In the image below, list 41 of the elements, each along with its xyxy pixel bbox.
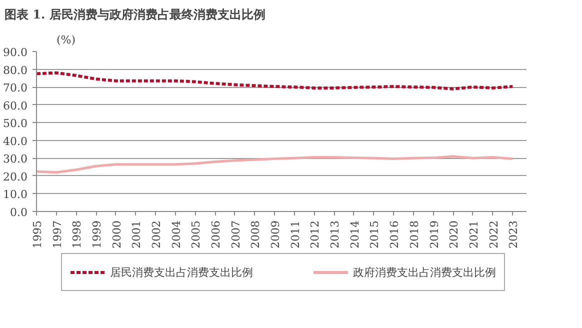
x-tick-label: 1997 [50, 220, 64, 248]
x-tick-label: 1998 [70, 220, 84, 248]
x-tick-label: 1999 [90, 220, 104, 248]
x-tick-label: 2001 [130, 220, 144, 248]
x-tick-label: 2012 [308, 220, 322, 248]
x-tick-label: 2022 [487, 220, 500, 248]
x-tick-label: 2016 [388, 220, 402, 248]
legend-label: 居民消费支出占消费支出比例 [110, 264, 253, 280]
x-tick-label: 2000 [110, 220, 124, 248]
x-tick-label: 2002 [150, 220, 164, 248]
y-tick-label: 10.0 [3, 188, 28, 202]
line-series [36, 155, 514, 174]
x-tick-label: 2014 [348, 220, 362, 248]
y-tick-label: 80.0 [3, 64, 28, 77]
x-tick-label: 2008 [249, 220, 262, 248]
line-series [36, 71, 514, 90]
chart-title: 图表 1. 居民消费与政府消费占最终消费支出比例 [4, 8, 266, 22]
y-tick-label: 90.0 [3, 46, 28, 59]
y-tick-label: 70.0 [3, 82, 28, 95]
x-tick-label: 2013 [328, 220, 342, 248]
x-tick-label: 2023 [507, 220, 520, 248]
legend-label: 政府消费支出占消费支出比例 [353, 264, 496, 280]
x-tick-label: 1995 [31, 220, 44, 248]
x-tick-label: 2007 [229, 220, 242, 248]
x-tick-label: 2021 [467, 220, 480, 248]
y-tick-label: 20.0 [3, 170, 28, 184]
x-tick-label: 2020 [448, 220, 461, 248]
y-axis-title: (%) [56, 34, 76, 46]
y-tick-label: 30.0 [3, 152, 28, 166]
x-tick-label: 2004 [170, 220, 183, 248]
x-tick-label: 2011 [288, 220, 302, 248]
x-tick-label: 2018 [408, 220, 421, 248]
x-tick-label: 2005 [190, 220, 203, 248]
y-tick-label: 0.0 [10, 206, 28, 219]
y-tick-label: 40.0 [3, 134, 28, 148]
x-tick-label: 2006 [210, 220, 223, 248]
x-tick-label: 2015 [368, 220, 382, 248]
x-tick-label: 2009 [269, 220, 282, 248]
y-tick-label: 50.0 [3, 117, 28, 130]
y-tick-label: 60.0 [3, 99, 28, 112]
x-tick-label: 2019 [428, 220, 441, 248]
